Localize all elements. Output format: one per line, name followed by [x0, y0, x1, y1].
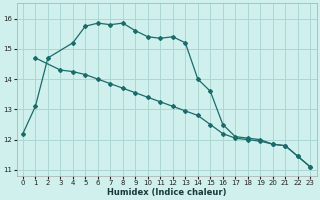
X-axis label: Humidex (Indice chaleur): Humidex (Indice chaleur): [107, 188, 226, 197]
